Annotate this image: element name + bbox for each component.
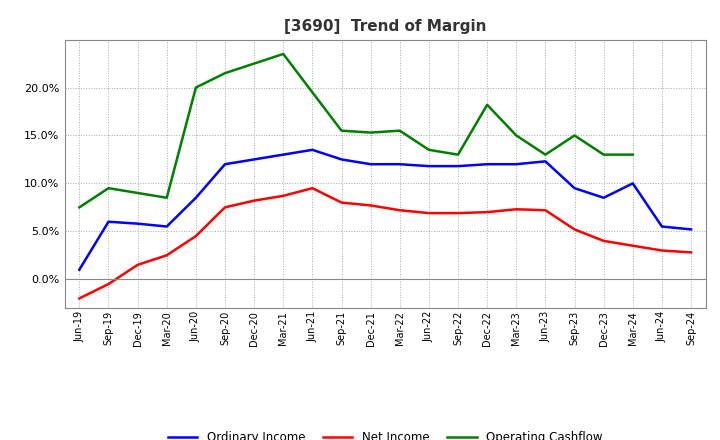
- Ordinary Income: [337, 157, 346, 162]
- Ordinary Income: [366, 161, 375, 167]
- Net Income: [220, 205, 229, 210]
- Operating Cashflow: [395, 128, 404, 133]
- Net Income: [599, 238, 608, 244]
- Net Income: [308, 186, 317, 191]
- Ordinary Income: [687, 227, 696, 232]
- Net Income: [279, 193, 287, 198]
- Net Income: [570, 227, 579, 232]
- Operating Cashflow: [163, 195, 171, 200]
- Net Income: [541, 208, 550, 213]
- Net Income: [687, 250, 696, 255]
- Operating Cashflow: [483, 102, 492, 107]
- Operating Cashflow: [629, 152, 637, 157]
- Operating Cashflow: [75, 205, 84, 210]
- Operating Cashflow: [512, 133, 521, 138]
- Operating Cashflow: [599, 152, 608, 157]
- Ordinary Income: [104, 219, 113, 224]
- Net Income: [629, 243, 637, 248]
- Operating Cashflow: [425, 147, 433, 153]
- Operating Cashflow: [279, 51, 287, 57]
- Operating Cashflow: [104, 186, 113, 191]
- Net Income: [75, 296, 84, 301]
- Operating Cashflow: [337, 128, 346, 133]
- Ordinary Income: [483, 161, 492, 167]
- Net Income: [395, 208, 404, 213]
- Net Income: [337, 200, 346, 205]
- Ordinary Income: [599, 195, 608, 200]
- Line: Operating Cashflow: Operating Cashflow: [79, 54, 633, 207]
- Operating Cashflow: [250, 61, 258, 66]
- Ordinary Income: [512, 161, 521, 167]
- Ordinary Income: [308, 147, 317, 153]
- Ordinary Income: [570, 186, 579, 191]
- Ordinary Income: [657, 224, 666, 229]
- Ordinary Income: [192, 195, 200, 200]
- Ordinary Income: [75, 267, 84, 272]
- Net Income: [657, 248, 666, 253]
- Ordinary Income: [163, 224, 171, 229]
- Net Income: [454, 210, 462, 216]
- Net Income: [483, 209, 492, 215]
- Legend: Ordinary Income, Net Income, Operating Cashflow: Ordinary Income, Net Income, Operating C…: [163, 427, 608, 440]
- Operating Cashflow: [570, 133, 579, 138]
- Operating Cashflow: [454, 152, 462, 157]
- Operating Cashflow: [192, 85, 200, 90]
- Ordinary Income: [395, 161, 404, 167]
- Net Income: [366, 203, 375, 208]
- Net Income: [192, 234, 200, 239]
- Title: [3690]  Trend of Margin: [3690] Trend of Margin: [284, 19, 487, 34]
- Ordinary Income: [541, 159, 550, 164]
- Operating Cashflow: [220, 70, 229, 76]
- Operating Cashflow: [366, 130, 375, 135]
- Line: Ordinary Income: Ordinary Income: [79, 150, 691, 270]
- Ordinary Income: [425, 164, 433, 169]
- Net Income: [133, 262, 142, 268]
- Ordinary Income: [133, 221, 142, 226]
- Net Income: [250, 198, 258, 203]
- Operating Cashflow: [308, 90, 317, 95]
- Net Income: [512, 207, 521, 212]
- Ordinary Income: [454, 164, 462, 169]
- Net Income: [104, 282, 113, 287]
- Operating Cashflow: [133, 191, 142, 196]
- Ordinary Income: [250, 157, 258, 162]
- Ordinary Income: [629, 181, 637, 186]
- Ordinary Income: [279, 152, 287, 157]
- Net Income: [425, 210, 433, 216]
- Ordinary Income: [220, 161, 229, 167]
- Operating Cashflow: [541, 152, 550, 157]
- Line: Net Income: Net Income: [79, 188, 691, 298]
- Net Income: [163, 253, 171, 258]
